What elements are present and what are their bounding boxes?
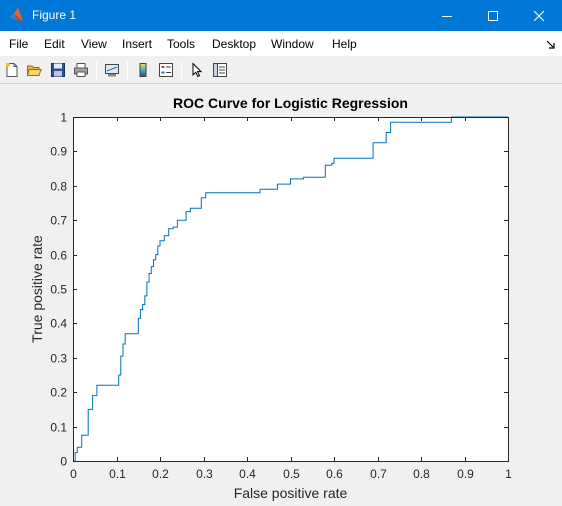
x-tick-label: 0.1 xyxy=(109,467,126,481)
y-tick-label: 0 xyxy=(60,455,67,469)
series-layer xyxy=(73,116,508,462)
menu-insert[interactable]: Insert xyxy=(122,37,153,51)
menu-window[interactable]: Window xyxy=(271,37,314,51)
save-icon[interactable] xyxy=(48,60,68,80)
x-tick-label: 0.7 xyxy=(370,467,387,481)
figure-toolbar xyxy=(0,56,562,84)
minimize-button[interactable] xyxy=(424,0,470,31)
print-icon[interactable] xyxy=(71,60,91,80)
menu-help[interactable]: Help xyxy=(332,37,357,51)
minimize-icon xyxy=(442,15,452,17)
menu-file[interactable]: File xyxy=(9,37,29,51)
y-tick-label: 0.5 xyxy=(50,283,67,297)
matlab-icon xyxy=(8,7,24,23)
axes-background xyxy=(73,117,508,461)
title-bar[interactable]: Figure 1 xyxy=(0,0,562,31)
x-tick-label: 0.3 xyxy=(196,467,213,481)
x-tick-label: 0.4 xyxy=(239,467,256,481)
chart-title: ROC Curve for Logistic Regression xyxy=(173,95,408,111)
y-tick-label: 0.8 xyxy=(50,180,67,194)
x-tick-label: 0.8 xyxy=(413,467,430,481)
close-icon xyxy=(534,10,544,21)
x-tick-label: 0 xyxy=(70,467,77,481)
menu-tools[interactable]: Tools xyxy=(167,37,196,51)
x-tick-label: 1 xyxy=(505,467,512,481)
x-axis-label: False positive rate xyxy=(234,485,348,501)
y-tick-label: 0.2 xyxy=(50,386,67,400)
menu-edit[interactable]: Edit xyxy=(44,37,65,51)
edit-plot-icon[interactable] xyxy=(187,60,207,80)
y-tick-label: 1 xyxy=(60,111,67,125)
close-button[interactable] xyxy=(516,0,562,31)
maximize-button[interactable] xyxy=(470,0,516,31)
y-ticks: 0 0.1 0.2 0.3 0.4 0.5 0.6 0.7 0.8 0.9 1 xyxy=(50,111,508,469)
menu-desktop[interactable]: Desktop xyxy=(212,37,257,51)
x-ticks: 0 0.1 0.2 0.3 0.4 0.5 0.6 0.7 0.8 0.9 1 xyxy=(70,117,512,481)
y-tick-label: 0.6 xyxy=(50,249,67,263)
x-tick-label: 0.9 xyxy=(457,467,474,481)
figure-canvas: 0 0.1 0.2 0.3 0.4 0.5 0.6 0.7 0.8 0.9 1 0 0.1 0.2 0.3… xyxy=(0,85,562,506)
x-tick-label: 0.5 xyxy=(283,467,300,481)
y-axis-label: True positive rate xyxy=(29,235,45,343)
toolbar-separator xyxy=(127,61,128,79)
y-tick-label: 0.7 xyxy=(50,214,67,228)
insert-colorbar-icon[interactable] xyxy=(133,60,153,80)
roc-plot: 0 0.1 0.2 0.3 0.4 0.5 0.6 0.7 0.8 0.9 1 0 0.1 0.2 0.3… xyxy=(29,95,512,501)
y-tick-label: 0.4 xyxy=(50,317,67,331)
new-figure-icon[interactable] xyxy=(2,60,22,80)
link-plot-icon[interactable] xyxy=(102,60,122,80)
menu-bar: File Edit View Insert Tools Desktop Wind… xyxy=(0,31,562,56)
dock-figure-icon[interactable] xyxy=(546,39,556,49)
insert-legend-icon[interactable] xyxy=(156,60,176,80)
y-tick-label: 0.3 xyxy=(50,352,67,366)
x-tick-label: 0.2 xyxy=(152,467,169,481)
y-tick-label: 0.9 xyxy=(50,145,67,159)
toolbar-separator xyxy=(96,61,97,79)
window-title: Figure 1 xyxy=(32,8,77,22)
property-inspector-icon[interactable] xyxy=(210,60,230,80)
menu-view[interactable]: View xyxy=(81,37,107,51)
roc-curve-line xyxy=(73,116,508,462)
open-file-icon[interactable] xyxy=(24,60,44,80)
toolbar-separator xyxy=(181,61,182,79)
y-tick-label: 0.1 xyxy=(50,421,67,435)
maximize-icon xyxy=(488,10,498,21)
x-tick-label: 0.6 xyxy=(326,467,343,481)
